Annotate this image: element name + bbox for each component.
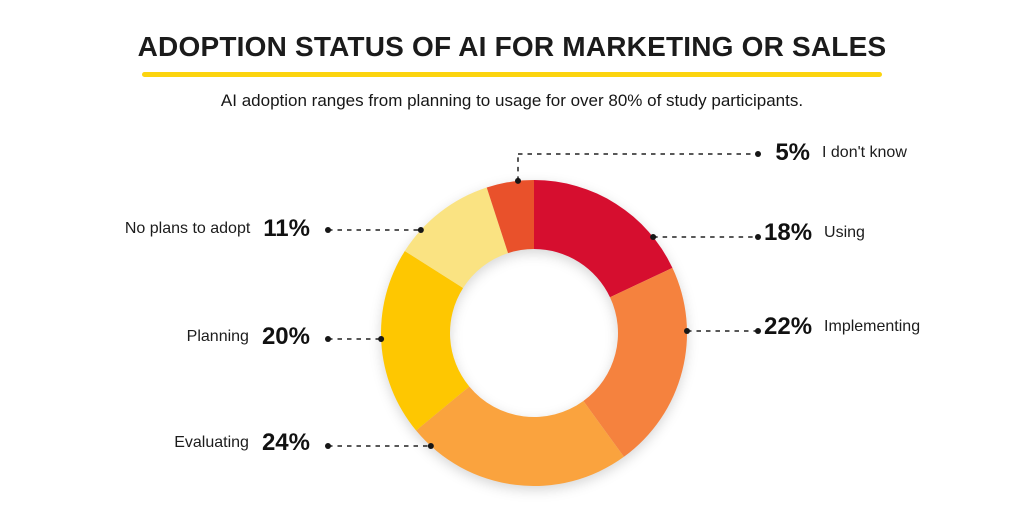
callout-value: 20%	[261, 323, 310, 350]
callout-label: Using	[824, 224, 865, 241]
donut-segment	[404, 187, 509, 288]
leader-dot	[515, 177, 521, 184]
page-subtitle: AI adoption ranges from planning to usag…	[220, 91, 804, 110]
leader-dot	[683, 328, 690, 334]
title-underline	[142, 72, 882, 77]
leader-dot	[755, 151, 761, 157]
donut-segment	[486, 180, 534, 254]
callout-value: 18%	[764, 219, 813, 246]
callout-value: 11%	[263, 215, 310, 242]
callout-no-plans-to-adopt: No plans to adopt 11%	[125, 215, 310, 243]
leader-dot	[325, 443, 331, 449]
callout-value: 22%	[764, 313, 813, 340]
callout-using: 18% Using	[764, 219, 865, 247]
leader-dot	[755, 234, 761, 240]
leader-dot	[325, 227, 331, 233]
callout-label: Implementing	[824, 318, 921, 335]
donut-slices	[381, 180, 687, 486]
leader-dot	[427, 443, 434, 449]
donut-segment	[416, 386, 624, 486]
donut-segment	[381, 251, 470, 431]
donut-segment	[534, 180, 673, 298]
callout-label: Evaluating	[174, 434, 249, 451]
callout-label: I don't know	[822, 144, 907, 161]
callout-value: 5%	[775, 139, 810, 166]
leader-lines	[325, 151, 761, 449]
callout-i-dont-know: 5% I don't know	[764, 139, 907, 167]
leader-dot	[378, 336, 385, 342]
leader-dot	[325, 336, 331, 342]
donut-segment	[583, 267, 687, 457]
callout-evaluating: Evaluating 24%	[174, 429, 310, 457]
leader-dot	[755, 328, 761, 334]
page-title: ADOPTION STATUS OF AI FOR MARKETING OR S…	[137, 31, 887, 62]
callout-implementing: 22% Implementing	[764, 313, 920, 341]
callout-value: 24%	[261, 429, 310, 456]
callout-planning: Planning 20%	[187, 323, 310, 351]
leader-dot	[417, 227, 424, 233]
callout-label: Planning	[186, 328, 249, 345]
callout-label: No plans to adopt	[124, 220, 251, 237]
leader-dot	[650, 234, 657, 240]
